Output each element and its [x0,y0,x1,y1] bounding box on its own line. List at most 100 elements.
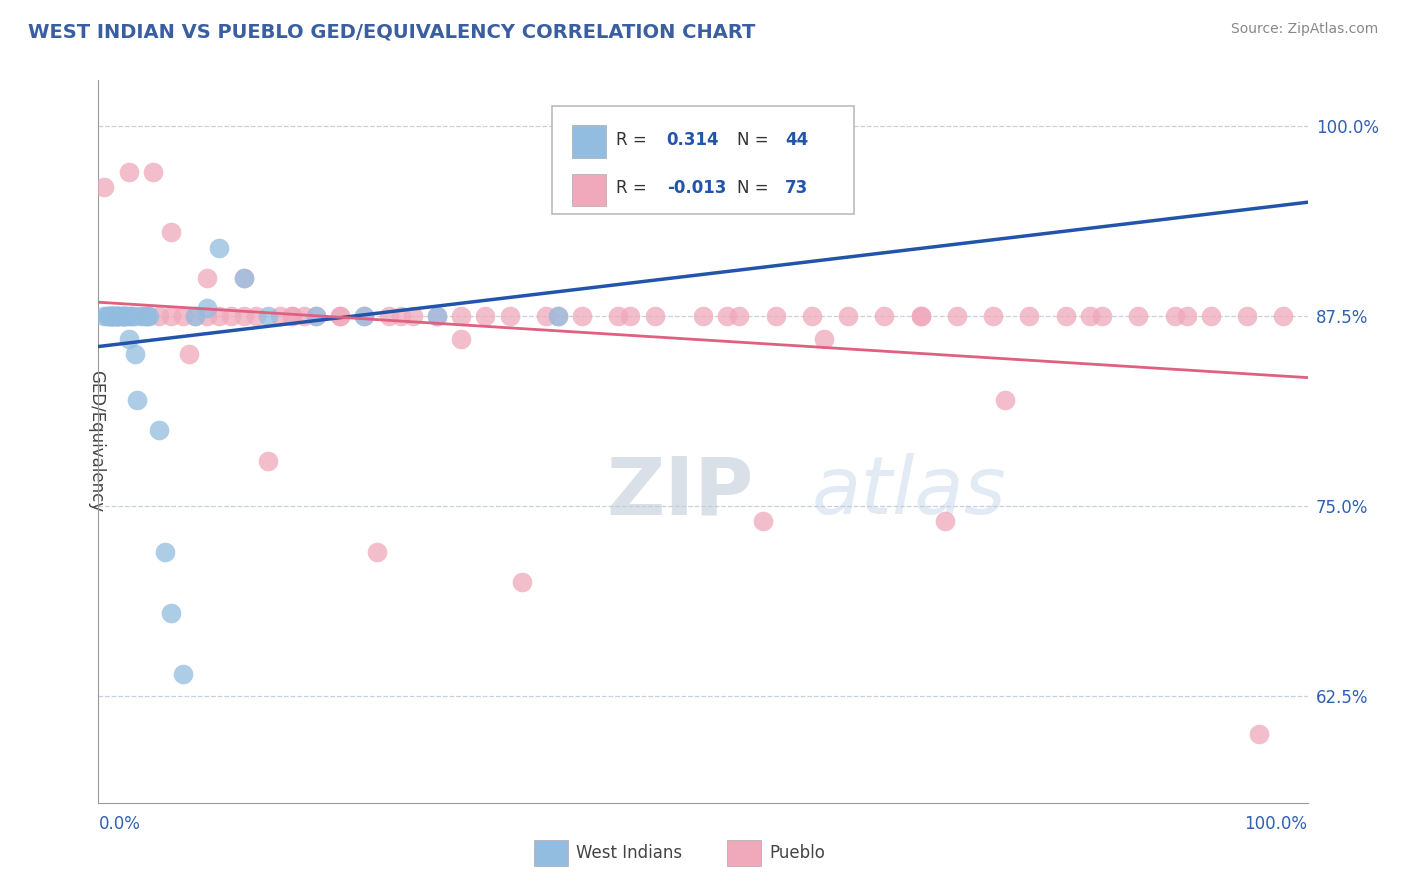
Point [93,309,115,323]
Point [1199,309,1222,323]
Point [120,309,142,323]
Point [108,309,131,323]
Point [98,309,121,323]
Point [135,309,157,323]
Point [138,309,160,323]
Point [148,423,170,437]
Point [160,309,183,323]
Text: 44: 44 [785,130,808,149]
Point [111,309,134,323]
Point [256,453,278,467]
Point [353,309,375,323]
Point [118,309,141,323]
Point [96,309,118,323]
Point [111,309,134,323]
Point [1054,309,1077,323]
Point [245,309,267,323]
Point [1091,309,1114,323]
Text: West Indians: West Indians [576,845,682,863]
Point [256,309,278,323]
Point [1175,309,1198,323]
Point [105,309,128,323]
FancyBboxPatch shape [727,840,761,866]
Point [426,309,449,323]
Point [813,332,835,346]
Point [389,309,412,323]
Point [366,545,388,559]
Point [148,309,170,323]
Point [184,309,207,323]
Point [1163,309,1185,323]
Point [752,515,775,529]
Text: N =: N = [737,130,773,149]
Point [547,309,569,323]
Point [981,309,1004,323]
Point [108,309,131,323]
Text: atlas: atlas [811,453,1007,531]
Text: 0.0%: 0.0% [98,815,141,833]
Point [232,271,254,285]
Text: 0.314: 0.314 [666,130,720,149]
Text: WEST INDIAN VS PUEBLO GED/EQUIVALENCY CORRELATION CHART: WEST INDIAN VS PUEBLO GED/EQUIVALENCY CO… [28,22,755,41]
Point [101,309,124,323]
Text: R =: R = [616,130,652,149]
Point [114,309,136,323]
Point [329,309,352,323]
FancyBboxPatch shape [572,125,606,158]
Point [353,309,375,323]
Point [450,332,472,346]
Point [179,347,201,361]
Point [195,309,218,323]
Point [160,606,183,620]
Point [115,309,138,323]
Point [547,309,569,323]
Point [221,309,243,323]
Point [668,194,690,209]
Point [510,575,533,590]
Point [619,309,641,323]
Point [93,179,115,194]
Point [111,309,134,323]
Point [607,309,630,323]
Point [946,309,969,323]
Point [153,545,176,559]
Point [474,309,496,323]
Point [571,309,593,323]
Point [232,271,254,285]
Point [800,309,823,323]
Point [100,309,122,323]
Point [127,392,149,407]
Point [1249,727,1271,741]
Y-axis label: GED/Equivalency: GED/Equivalency [87,370,105,513]
Point [184,309,207,323]
Point [1128,309,1150,323]
Point [728,309,751,323]
Text: 73: 73 [785,179,808,197]
Point [100,309,122,323]
Point [160,226,183,240]
Point [1018,309,1040,323]
Point [498,309,520,323]
Point [100,309,122,323]
Point [644,309,666,323]
Point [142,164,165,178]
Point [129,309,152,323]
Point [873,309,896,323]
Point [281,309,304,323]
Point [281,309,304,323]
Point [910,309,932,323]
Point [934,515,956,529]
Text: -0.013: -0.013 [666,179,725,197]
Point [97,309,120,323]
Point [172,309,194,323]
FancyBboxPatch shape [572,174,606,206]
Point [112,309,135,323]
Point [534,309,557,323]
Point [134,309,156,323]
Point [994,392,1017,407]
Point [910,309,932,323]
Point [450,309,472,323]
Point [208,309,231,323]
Point [172,666,194,681]
Point [195,271,218,285]
